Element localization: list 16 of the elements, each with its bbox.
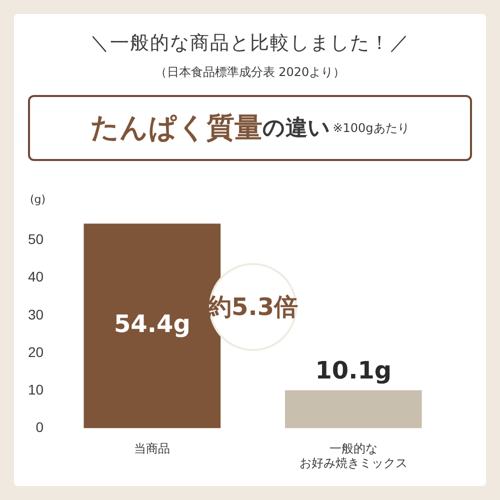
chart-title: ＼一般的な商品と比較しました！／ (89, 31, 411, 56)
text: ※100gあたり (332, 120, 410, 136)
y-tick-label: 0 (36, 419, 44, 436)
text: たんぱく質量 (90, 110, 263, 146)
x-tick-label: 当商品 (134, 442, 170, 456)
y-tick-label: 10 (28, 381, 44, 398)
y-axis-title: (g) (30, 193, 46, 206)
data-label: 54.4g (114, 310, 190, 338)
text: の違い (262, 115, 331, 143)
chart-subtitle: （日本食品標準成分表 2020より） (154, 64, 346, 81)
x-tick-label: 一般的なお好み焼きミックス (299, 442, 408, 470)
y-tick-label: 40 (28, 268, 44, 285)
data-label: 10.1g (315, 356, 392, 384)
y-tick-label: 50 (28, 231, 44, 248)
y-tick-label: 20 (28, 344, 44, 360)
y-tick-label: 30 (28, 306, 44, 322)
